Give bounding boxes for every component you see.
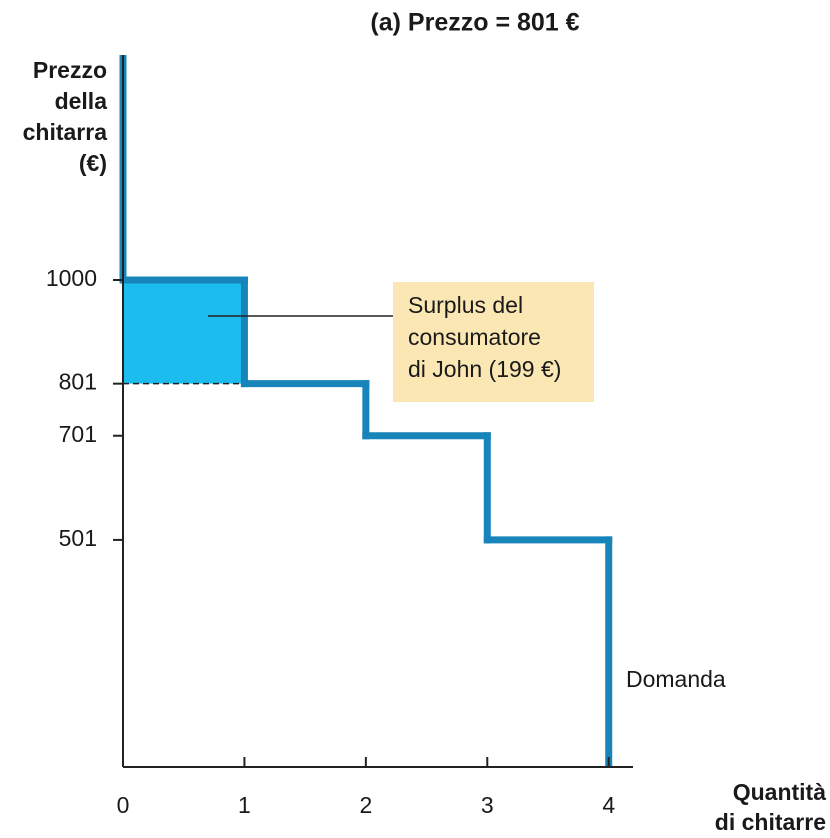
y-axis-label: della bbox=[55, 88, 108, 114]
x-axis-label: di chitarre bbox=[715, 809, 826, 835]
x-tick-label: 4 bbox=[602, 792, 615, 818]
chart-title: (a) Prezzo = 801 € bbox=[370, 9, 579, 37]
x-tick-label: 0 bbox=[117, 792, 130, 818]
y-tick-label: 801 bbox=[59, 369, 97, 395]
x-tick-label: 1 bbox=[238, 792, 251, 818]
y-tick-label: 501 bbox=[59, 525, 97, 551]
series-label: Domanda bbox=[626, 666, 726, 692]
x-tick-label: 2 bbox=[359, 792, 372, 818]
y-tick-label: 1000 bbox=[46, 265, 97, 291]
x-tick-label: 3 bbox=[481, 792, 494, 818]
annotation-text: consumatore bbox=[408, 324, 541, 350]
y-axis-label: chitarra bbox=[23, 119, 108, 145]
y-axis-label: (€) bbox=[79, 150, 107, 176]
x-axis-label: Quantità bbox=[733, 779, 826, 805]
annotation-text: Surplus del bbox=[408, 292, 523, 318]
consumer-surplus bbox=[123, 280, 245, 384]
annotation-box bbox=[393, 282, 594, 402]
annotation-text: di John (199 €) bbox=[408, 356, 561, 382]
y-axis-label: Prezzo bbox=[33, 57, 107, 83]
y-tick-label: 701 bbox=[59, 421, 97, 447]
